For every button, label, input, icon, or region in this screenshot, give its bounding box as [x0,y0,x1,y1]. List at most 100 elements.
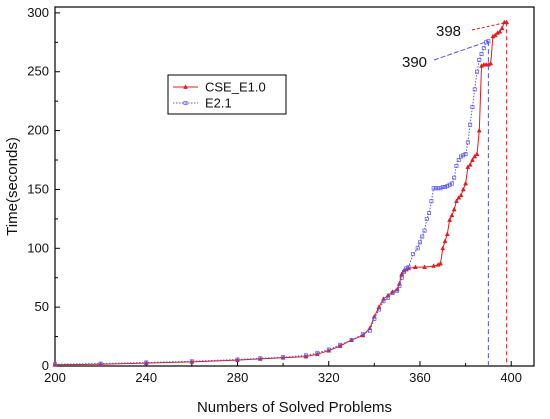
y-tick-label: 250 [27,64,49,79]
data-point [281,355,286,360]
data-point [420,234,425,239]
data-point [452,175,457,180]
data-point [431,186,436,191]
data-point [258,356,263,361]
data-point [436,186,441,191]
data-point [442,238,448,244]
y-tick-label: 50 [35,299,49,314]
x-tick-label: 280 [227,370,249,385]
annotation-leader-line [471,21,507,31]
data-point [444,231,450,237]
data-point [443,185,447,190]
data-point [144,360,149,365]
data-point [463,180,468,186]
data-point [406,265,411,270]
data-point [470,105,475,109]
data-point [499,25,505,31]
y-tick-label: 0 [42,358,49,373]
annotation-layer: 398 390 [402,21,507,71]
x-tick-label: 400 [500,370,522,385]
annotation-label: 398 [436,23,461,40]
data-point [360,332,365,337]
data-point [463,152,468,157]
data-point [418,240,422,245]
data-point [474,151,480,156]
data-point [376,307,381,312]
data-point [492,32,498,38]
legend-swatch-marker [183,84,188,89]
legend-entry-label: E2.1 [205,96,232,111]
x-tick-label: 360 [409,370,431,385]
annotation-label: 390 [402,54,427,71]
data-point [451,206,457,212]
x-tick-label: 200 [44,370,66,385]
data-point [429,199,434,204]
data-point [53,362,57,367]
data-point [467,161,473,167]
series-cse-e1-0 [52,19,510,367]
x-tick-label: 240 [135,370,157,385]
data-point [454,163,459,168]
legend-swatch-marker [183,101,188,105]
data-point [372,316,377,321]
data-point [390,291,395,295]
data-point [431,263,437,268]
data-point [315,351,320,356]
data-point [476,127,482,133]
data-point [445,183,450,188]
data-point [367,328,372,333]
data-point [404,266,409,271]
y-tick-label: 100 [27,240,49,255]
data-point [440,185,445,190]
y-tick-label: 150 [27,181,49,196]
legend-box [167,74,287,115]
data-point [465,140,470,145]
data-point [488,60,494,66]
y-tick-label: 300 [27,5,49,20]
data-point [449,212,455,218]
data-point [326,347,331,352]
data-point [458,192,464,198]
legend-entry-label: CSE_E1.0 [205,80,266,95]
data-point [465,164,471,169]
data-point [456,158,461,162]
data-point [386,295,390,300]
data-point [338,342,343,347]
data-point [460,186,466,192]
x-tick-label: 320 [318,370,340,385]
data-point [447,182,452,187]
data-point [412,264,418,269]
x-axis-label: Numbers of Solved Problems [197,399,392,416]
data-point [402,269,406,274]
data-point [461,153,466,158]
data-point [303,353,308,358]
axes-layer: 200 240 280 320 360 400 0 50 100 150 200 250 300 [27,5,535,385]
annotation-leader-line [433,40,489,61]
data-point [424,216,429,221]
data-point [456,194,462,200]
data-point [497,28,503,34]
data-point [422,264,427,269]
series-e2-1 [53,39,491,367]
data-point [411,252,416,257]
series-layer [52,19,510,367]
data-point [479,52,484,57]
data-point [381,299,386,304]
y-tick-label: 200 [27,123,49,138]
data-point [415,246,420,251]
data-point [468,122,473,127]
data-point [454,198,459,204]
data-point [433,186,438,191]
data-point [98,361,103,366]
data-point [427,211,432,215]
data-point [440,245,446,251]
data-point [422,228,427,233]
data-point [477,58,482,62]
data-point [438,260,443,266]
data-point [399,275,404,280]
data-point [475,69,479,74]
data-point [472,153,478,159]
data-point [459,154,463,159]
plot-frame [54,6,535,367]
